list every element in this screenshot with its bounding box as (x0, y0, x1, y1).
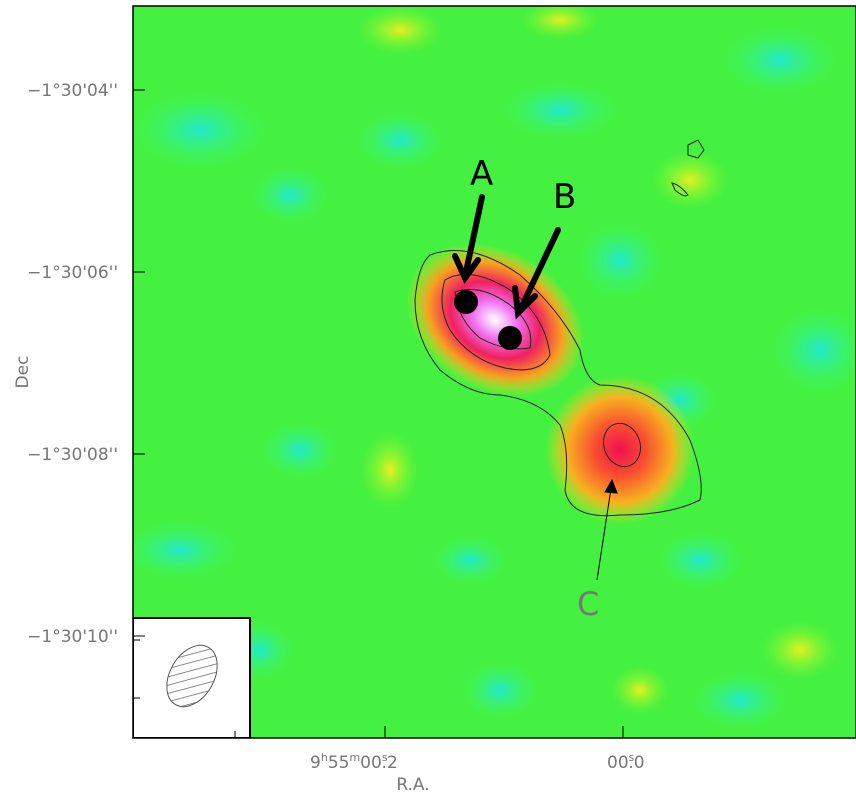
tick-part: .2 (382, 753, 398, 773)
x-tick-label: 9h55m00s.2 (310, 751, 398, 773)
x-axis-label: R.A. (396, 775, 429, 794)
marker-b (498, 326, 522, 350)
y-tick-label: −1°30'06'' (27, 263, 118, 283)
source-c (545, 375, 695, 525)
annotation: A (470, 154, 493, 194)
y-tick-label: −1°30'08'' (27, 445, 118, 465)
y-axis-label: Dec (13, 356, 33, 389)
beam-inset (133, 618, 250, 738)
annotation: C (577, 585, 599, 623)
tick-part: 55 (328, 753, 350, 773)
image: A B C (120, 0, 856, 738)
figure: A B C −1°30'04'' −1°30'06'' −1°30'08'' −… (0, 0, 856, 794)
tick-part: .0 (628, 753, 644, 773)
y-tick-label: −1°30'04'' (27, 81, 118, 101)
tick-part: 00 (607, 753, 629, 773)
tick-part: m (349, 751, 360, 764)
marker-a (454, 290, 478, 314)
annotation: B (553, 177, 576, 217)
y-tick-label: −1°30'10'' (27, 627, 118, 647)
tick-part: 9 (310, 753, 321, 773)
tick-part: 00 (360, 753, 382, 773)
x-tick-label: 00s.0 (607, 751, 645, 773)
tick-part: h (321, 751, 328, 764)
